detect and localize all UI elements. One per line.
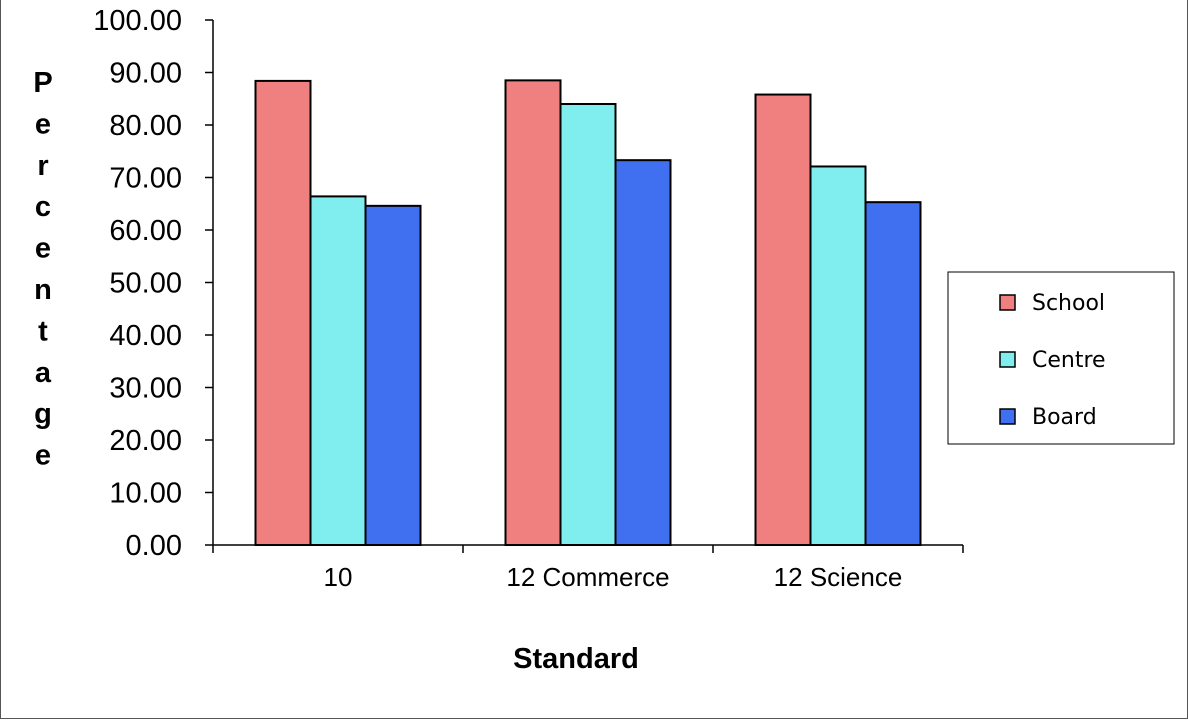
legend-label-centre: Centre xyxy=(1032,348,1106,373)
y-axis-title-letter: P xyxy=(33,67,52,99)
bar-school-1 xyxy=(504,79,562,546)
legend-swatch-school xyxy=(999,294,1016,311)
y-axis-title-letter: n xyxy=(34,274,52,306)
y-tick-label: 20.00 xyxy=(109,425,182,457)
legend-swatch-centre xyxy=(999,351,1016,368)
bars xyxy=(254,79,922,547)
y-tick-label: 40.00 xyxy=(109,320,182,352)
legend-box xyxy=(947,271,1175,445)
x-category-label: 12 Science xyxy=(774,562,903,592)
legend-swatch-board xyxy=(999,408,1016,425)
bar-centre-0 xyxy=(309,195,367,546)
y-tick-label: 80.00 xyxy=(109,110,182,142)
y-axis-title-letter: e xyxy=(35,233,51,265)
y-tick-label: 70.00 xyxy=(109,163,182,195)
y-axis-title-letter: t xyxy=(38,315,48,347)
y-tick-label: 10.00 xyxy=(109,478,182,510)
bar-centre-2 xyxy=(809,165,867,546)
x-category-label: 12 Commerce xyxy=(506,562,669,592)
bar-board-1 xyxy=(614,159,672,547)
axes xyxy=(212,20,964,553)
y-axis-title-letter: e xyxy=(35,108,51,140)
x-axis-categories: 10 12 Commerce 12 Science xyxy=(324,562,903,592)
bar-school-2 xyxy=(754,93,812,547)
y-tick-label: 90.00 xyxy=(109,58,182,90)
bar-school-0 xyxy=(254,79,312,547)
legend: School Centre Board xyxy=(947,271,1175,445)
y-axis-title-letter: c xyxy=(35,191,51,223)
bar-board-2 xyxy=(864,201,922,547)
y-axis-ticks: 0.00 10.00 20.00 30.00 40.00 50.00 60.00 70.00 8… xyxy=(93,5,213,562)
bar-board-0 xyxy=(364,204,422,546)
x-axis-title: Standard xyxy=(513,643,639,675)
y-axis-title-letter: e xyxy=(35,440,51,472)
y-tick-label: 30.00 xyxy=(109,373,182,405)
y-axis-title-letter: a xyxy=(35,357,52,389)
y-tick-label: 100.00 xyxy=(93,5,182,37)
y-tick-label: 0.00 xyxy=(126,530,182,562)
y-tick-label: 60.00 xyxy=(109,215,182,247)
bar-centre-1 xyxy=(559,103,617,546)
y-tick-label: 50.00 xyxy=(109,268,182,300)
y-axis-title-letter: r xyxy=(37,150,48,182)
x-category-label: 10 xyxy=(324,562,353,592)
y-axis-title-letter: g xyxy=(34,398,52,430)
legend-label-school: School xyxy=(1032,291,1105,316)
legend-label-board: Board xyxy=(1032,405,1097,430)
